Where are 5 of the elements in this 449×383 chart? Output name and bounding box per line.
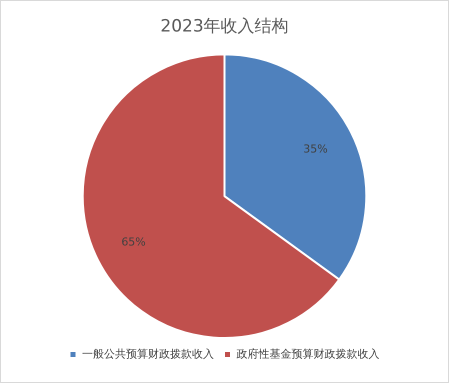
- legend-label: 政府性基金预算财政拨款收入: [236, 347, 380, 360]
- chart-title: 2023年收入结构: [160, 16, 289, 37]
- data-label: 35%: [303, 142, 328, 156]
- data-label: 65%: [121, 235, 146, 248]
- legend-label: 一般公共预算财政拨款收入: [82, 347, 214, 360]
